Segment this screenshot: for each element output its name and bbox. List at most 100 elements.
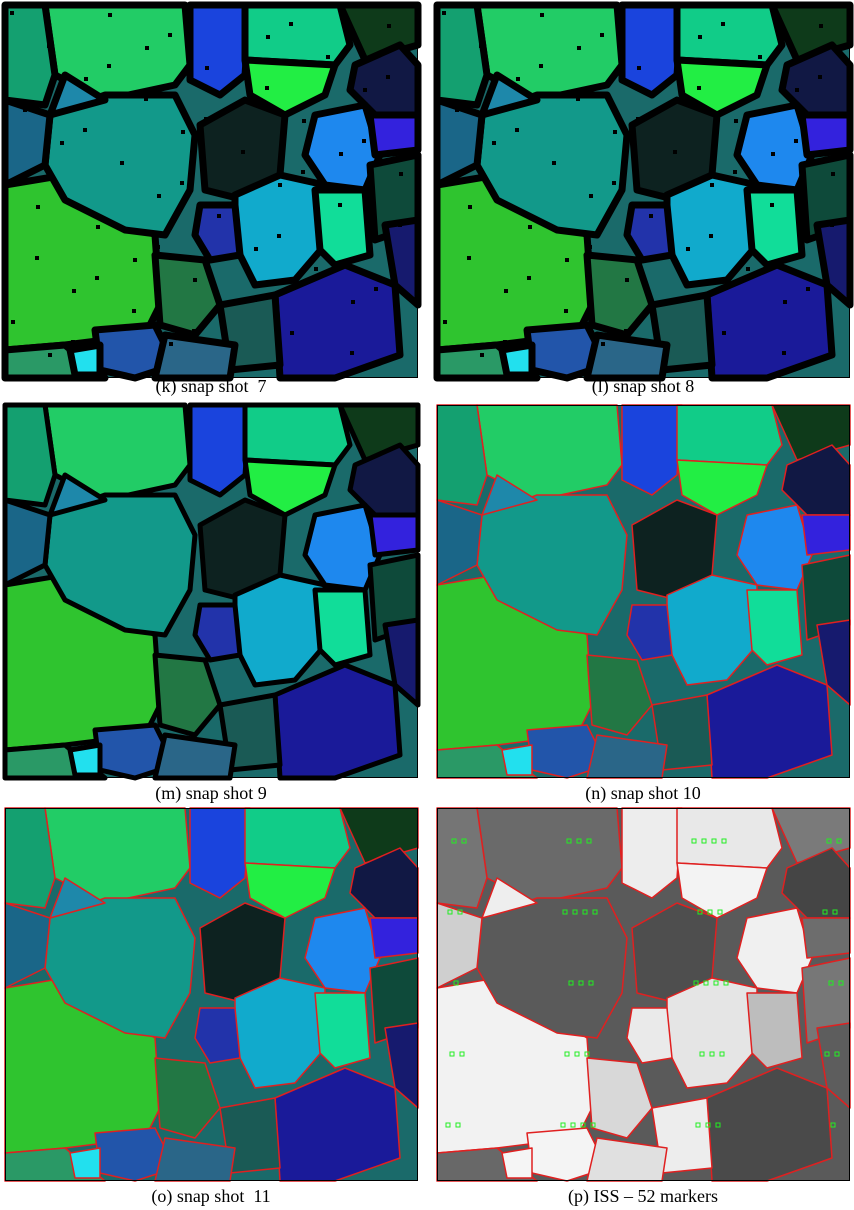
speck bbox=[83, 128, 87, 132]
speck bbox=[600, 33, 604, 37]
speck bbox=[637, 66, 641, 70]
speck bbox=[830, 223, 834, 227]
speck bbox=[277, 234, 281, 238]
grain bbox=[622, 5, 682, 95]
caption: (n) snap shot 10 bbox=[585, 783, 701, 804]
speck bbox=[697, 86, 701, 90]
speck bbox=[540, 13, 544, 17]
speck bbox=[686, 247, 690, 251]
speck bbox=[362, 139, 366, 143]
speck bbox=[818, 75, 822, 79]
speck bbox=[831, 172, 835, 176]
speck bbox=[96, 225, 100, 229]
speck bbox=[156, 245, 160, 249]
speck bbox=[636, 117, 640, 121]
caption: (p) ISS – 52 markers bbox=[568, 1186, 718, 1207]
speck bbox=[613, 130, 617, 134]
speck bbox=[47, 44, 51, 48]
grain bbox=[370, 918, 418, 958]
speck bbox=[314, 267, 318, 271]
speck bbox=[673, 150, 677, 154]
speck bbox=[734, 119, 738, 123]
speck bbox=[133, 258, 137, 262]
panel-image bbox=[5, 808, 418, 1181]
speck bbox=[266, 35, 270, 39]
speck bbox=[10, 11, 14, 15]
speck bbox=[492, 141, 496, 145]
speck bbox=[479, 44, 483, 48]
grain bbox=[5, 405, 55, 505]
speck bbox=[588, 245, 592, 249]
speck bbox=[180, 181, 184, 185]
speck bbox=[491, 192, 495, 196]
speck bbox=[205, 66, 209, 70]
speck bbox=[698, 35, 702, 39]
speck bbox=[443, 320, 447, 324]
speck bbox=[192, 329, 196, 333]
speck bbox=[48, 353, 52, 357]
speck bbox=[564, 309, 568, 313]
speck bbox=[241, 150, 245, 154]
speck bbox=[807, 236, 811, 240]
speck bbox=[11, 320, 15, 324]
speck bbox=[60, 141, 64, 145]
speck bbox=[722, 331, 726, 335]
grain bbox=[155, 735, 235, 778]
speck bbox=[565, 258, 569, 262]
panel-image bbox=[437, 405, 850, 778]
grain bbox=[370, 115, 418, 155]
grain bbox=[245, 5, 350, 65]
speck bbox=[95, 276, 99, 280]
speck bbox=[71, 340, 75, 344]
grain bbox=[245, 405, 350, 465]
grain bbox=[370, 515, 418, 555]
speck bbox=[374, 287, 378, 291]
grain bbox=[315, 590, 370, 665]
speck bbox=[59, 192, 63, 196]
grain bbox=[802, 918, 850, 958]
speck bbox=[399, 172, 403, 176]
speck bbox=[398, 223, 402, 227]
speck bbox=[515, 128, 519, 132]
figure: (k) snap shot 7 (l) snap shot 8 (m) snap… bbox=[0, 0, 854, 1210]
speck bbox=[363, 88, 367, 92]
speck bbox=[758, 55, 762, 59]
caption: (m) snap shot 9 bbox=[155, 783, 267, 804]
speck bbox=[661, 362, 665, 366]
grain bbox=[70, 1148, 100, 1178]
speck bbox=[625, 278, 629, 282]
speck bbox=[504, 289, 508, 293]
speck bbox=[527, 276, 531, 280]
speck bbox=[783, 300, 787, 304]
speck bbox=[770, 203, 774, 207]
speck bbox=[721, 22, 725, 26]
speck bbox=[649, 214, 653, 218]
grain bbox=[677, 405, 782, 465]
speck bbox=[612, 181, 616, 185]
speck bbox=[204, 117, 208, 121]
grain bbox=[70, 745, 100, 775]
speck bbox=[108, 13, 112, 17]
speck bbox=[350, 351, 354, 355]
grain bbox=[747, 190, 802, 265]
grain bbox=[747, 993, 802, 1068]
grain bbox=[627, 205, 672, 260]
speck bbox=[782, 351, 786, 355]
speck bbox=[326, 55, 330, 59]
speck bbox=[107, 64, 111, 68]
grain bbox=[5, 808, 55, 908]
speck bbox=[601, 342, 605, 346]
speck bbox=[289, 22, 293, 26]
grain bbox=[315, 190, 370, 265]
speck bbox=[795, 88, 799, 92]
panel-image bbox=[5, 405, 418, 778]
grain bbox=[502, 1148, 532, 1178]
speck bbox=[254, 247, 258, 251]
speck bbox=[301, 170, 305, 174]
speck bbox=[710, 183, 714, 187]
speck bbox=[771, 152, 775, 156]
grain bbox=[315, 993, 370, 1068]
speck bbox=[338, 203, 342, 207]
speck bbox=[746, 267, 750, 271]
grain bbox=[677, 808, 782, 868]
